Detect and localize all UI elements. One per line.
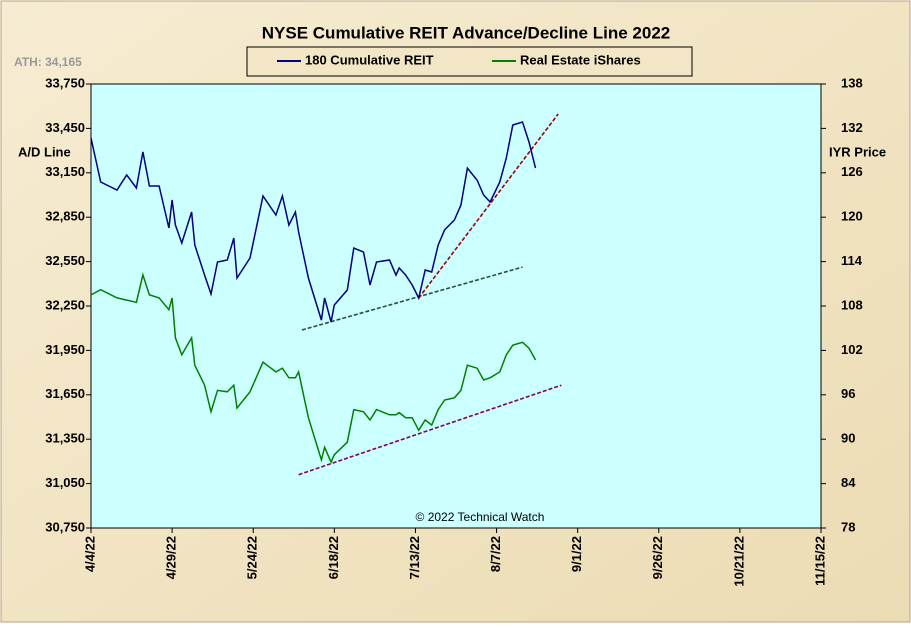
- legend: [246, 46, 693, 77]
- y2-tick-label: 90: [841, 431, 855, 446]
- plot-area: [90, 83, 822, 529]
- y-tick-label: 32,550: [45, 253, 85, 268]
- trend-line: [418, 113, 559, 299]
- y2-tick-label: 132: [841, 120, 863, 135]
- y2-tick-label: 96: [841, 386, 855, 401]
- credit: © 2022 Technical Watch: [416, 510, 545, 524]
- y-tick-label: 30,750: [45, 519, 85, 534]
- y2-tick-label: 120: [841, 209, 863, 224]
- series-line: [90, 272, 537, 464]
- x-tick-label: 4/4/22: [82, 536, 97, 572]
- x-tick-label: 8/7/22: [488, 536, 503, 572]
- y-tick-label: 32,850: [45, 209, 85, 224]
- y2-tick-label: 102: [841, 342, 863, 357]
- y2-tick-label: 78: [841, 519, 855, 534]
- annotation: ATH: 34,165: [14, 55, 82, 69]
- x-tick-label: 6/18/22: [326, 536, 341, 579]
- y-tick-label: 31,650: [45, 386, 85, 401]
- y2-tick-label: 138: [841, 75, 863, 90]
- legend-label: 180 Cumulative REIT: [305, 52, 434, 67]
- chart-title: NYSE Cumulative REIT Advance/Decline Lin…: [262, 23, 670, 42]
- y2-tick-label: 126: [841, 164, 863, 179]
- trend-line: [301, 266, 523, 331]
- y2-axis-label: IYR Price: [829, 144, 886, 159]
- y2-tick-label: 114: [841, 253, 863, 268]
- x-tick-label: 4/29/22: [164, 536, 179, 579]
- x-tick-label: 10/21/22: [731, 536, 746, 587]
- y2-tick-label: 84: [841, 475, 856, 490]
- x-tick-label: 9/1/22: [569, 536, 584, 572]
- x-tick-label: 9/26/22: [650, 536, 665, 579]
- y-tick-label: 33,150: [45, 164, 85, 179]
- x-tick-label: 11/15/22: [812, 536, 827, 586]
- y-tick-label: 31,950: [45, 342, 85, 357]
- x-tick-label: 5/24/22: [245, 536, 260, 579]
- y-tick-label: 31,350: [45, 431, 85, 446]
- legend-label: Real Estate iShares: [520, 52, 641, 67]
- series-line: [90, 121, 537, 323]
- y2-tick-label: 108: [841, 297, 863, 312]
- y-tick-label: 33,750: [45, 75, 85, 90]
- x-tick-label: 7/13/22: [407, 536, 422, 579]
- y-tick-label: 32,250: [45, 297, 85, 312]
- y-tick-label: 33,450: [45, 120, 85, 135]
- trend-line: [298, 384, 562, 476]
- y-tick-label: 31,050: [45, 475, 85, 490]
- y-axis-label: A/D Line: [18, 144, 71, 159]
